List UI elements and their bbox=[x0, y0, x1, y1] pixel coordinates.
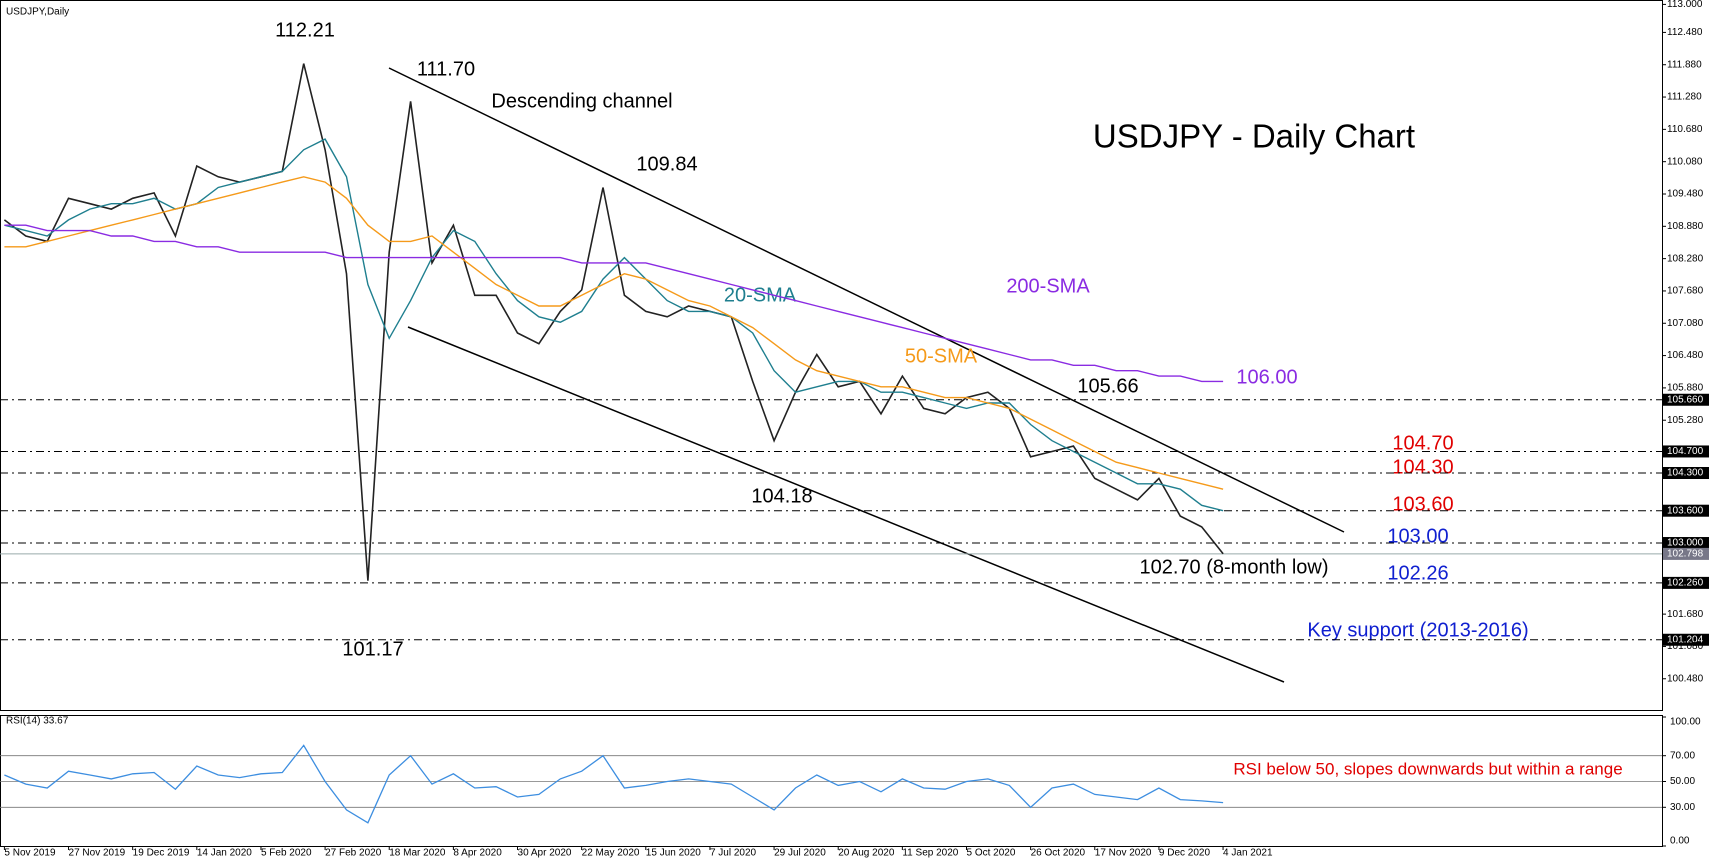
x-tick-label: 27 Feb 2020 bbox=[325, 848, 382, 859]
y-tick-label: 105.880 bbox=[1667, 383, 1704, 394]
y-tick-label: 109.480 bbox=[1667, 189, 1704, 200]
symbol-label: USDJPY,Daily bbox=[6, 7, 69, 18]
rsi-line bbox=[4, 744, 1224, 824]
annotation: 50-SMA bbox=[905, 345, 978, 367]
y-tick-label: 105.280 bbox=[1667, 415, 1704, 426]
y-tick-label: 111.280 bbox=[1667, 92, 1702, 103]
y-tick-label: 106.480 bbox=[1667, 350, 1704, 361]
y-tick-box bbox=[1663, 504, 1709, 517]
y-tick-label: 101.204 bbox=[1667, 634, 1704, 645]
price-panel bbox=[0, 0, 1663, 711]
y-tick-label: 110.080 bbox=[1667, 156, 1703, 167]
y-tick-label: 101.080 bbox=[1667, 641, 1704, 652]
level-label: 103.60 bbox=[1392, 493, 1453, 515]
x-tick-label: 30 Apr 2020 bbox=[518, 848, 572, 859]
level-label: 104.70 bbox=[1392, 432, 1453, 454]
level-label: 102.26 bbox=[1387, 562, 1448, 584]
annotation: 102.70 (8-month low) bbox=[1140, 556, 1329, 578]
level-label: Key support (2013-2016) bbox=[1307, 619, 1528, 641]
y-tick-box bbox=[1663, 547, 1709, 560]
y-tick-label: 112.480 bbox=[1667, 27, 1703, 38]
x-tick-label: 5 Nov 2019 bbox=[4, 848, 56, 859]
rsi-tick-label: 0.00 bbox=[1670, 836, 1690, 847]
y-tick-label: 105.660 bbox=[1667, 394, 1704, 405]
x-tick-label: 7 Jul 2020 bbox=[710, 848, 757, 859]
x-tick-label: 17 Nov 2020 bbox=[1095, 848, 1152, 859]
x-tick-label: 26 Oct 2020 bbox=[1031, 848, 1086, 859]
rsi-note: RSI below 50, slopes downwards but withi… bbox=[1233, 759, 1622, 778]
y-tick-label: 102.798 bbox=[1667, 549, 1704, 560]
x-tick-label: 5 Oct 2020 bbox=[967, 848, 1016, 859]
y-tick-label: 110.680 bbox=[1667, 124, 1703, 135]
level-label: 103.00 bbox=[1387, 525, 1448, 547]
y-tick-label: 107.680 bbox=[1667, 286, 1704, 297]
y-tick-box bbox=[1663, 576, 1709, 589]
annotation: Descending channel bbox=[491, 90, 672, 112]
annotation: 101.17 bbox=[342, 638, 403, 660]
x-tick-label: 5 Feb 2020 bbox=[261, 848, 312, 859]
y-tick-label: 101.680 bbox=[1667, 609, 1704, 620]
y-tick-label: 100.480 bbox=[1667, 673, 1704, 684]
y-tick-label: 102.260 bbox=[1667, 578, 1704, 589]
annotation: 105.66 bbox=[1077, 375, 1138, 397]
rsi-tick-label: 30.00 bbox=[1670, 802, 1695, 813]
rsi-tick-label: 50.00 bbox=[1670, 776, 1695, 787]
rsi-panel bbox=[0, 715, 1663, 847]
x-tick-label: 11 Sep 2020 bbox=[902, 848, 958, 859]
x-tick-label: 8 Apr 2020 bbox=[453, 848, 502, 859]
rsi-tick-label: 70.00 bbox=[1670, 750, 1695, 761]
x-tick-label: 19 Dec 2019 bbox=[133, 848, 190, 859]
y-tick-box bbox=[1663, 467, 1709, 480]
y-tick-box bbox=[1663, 633, 1709, 646]
annotation: 106.00 bbox=[1236, 366, 1297, 388]
y-tick-label: 103.600 bbox=[1667, 505, 1704, 516]
x-tick-label: 15 Jun 2020 bbox=[646, 848, 701, 859]
x-tick-label: 18 Mar 2020 bbox=[389, 848, 446, 859]
y-tick-box bbox=[1663, 393, 1709, 406]
y-tick-label: 104.300 bbox=[1667, 468, 1704, 479]
chart-title: USDJPY - Daily Chart bbox=[1093, 118, 1415, 155]
series-line bbox=[3, 63, 1224, 581]
annotation: 200-SMA bbox=[1006, 275, 1090, 297]
series-line bbox=[4, 176, 1224, 490]
annotation: 20-SMA bbox=[724, 284, 797, 306]
y-tick-label: 103.000 bbox=[1667, 538, 1704, 549]
y-tick-label: 108.280 bbox=[1667, 253, 1704, 264]
y-tick-label: 104.700 bbox=[1667, 446, 1704, 457]
x-tick-label: 20 Aug 2020 bbox=[838, 848, 895, 859]
annotation: 104.18 bbox=[751, 485, 812, 507]
x-tick-label: 4 Jan 2021 bbox=[1223, 848, 1273, 859]
rsi-tick-label: 100.00 bbox=[1670, 717, 1701, 728]
x-tick-label: 29 Jul 2020 bbox=[774, 848, 826, 859]
x-tick-label: 14 Jan 2020 bbox=[197, 848, 252, 859]
level-label: 104.30 bbox=[1392, 456, 1453, 478]
x-tick-label: 9 Dec 2020 bbox=[1159, 848, 1211, 859]
y-tick-label: 108.880 bbox=[1667, 221, 1704, 232]
annotation: 109.84 bbox=[636, 153, 697, 175]
y-tick-label: 107.080 bbox=[1667, 318, 1704, 329]
series-line bbox=[4, 224, 1224, 383]
x-tick-label: 27 Nov 2019 bbox=[69, 848, 126, 859]
y-tick-box bbox=[1663, 537, 1709, 550]
x-tick-label: 22 May 2020 bbox=[582, 848, 640, 859]
y-tick-box bbox=[1663, 445, 1709, 458]
annotation: 111.70 bbox=[417, 58, 475, 80]
channel-upper bbox=[388, 67, 1345, 533]
channel-lower bbox=[407, 326, 1285, 683]
rsi-label: RSI(14) 33.67 bbox=[6, 716, 69, 727]
annotation: 112.21 bbox=[275, 19, 335, 41]
y-tick-label: 113.000 bbox=[1667, 0, 1703, 10]
y-tick-label: 111.880 bbox=[1667, 59, 1702, 70]
